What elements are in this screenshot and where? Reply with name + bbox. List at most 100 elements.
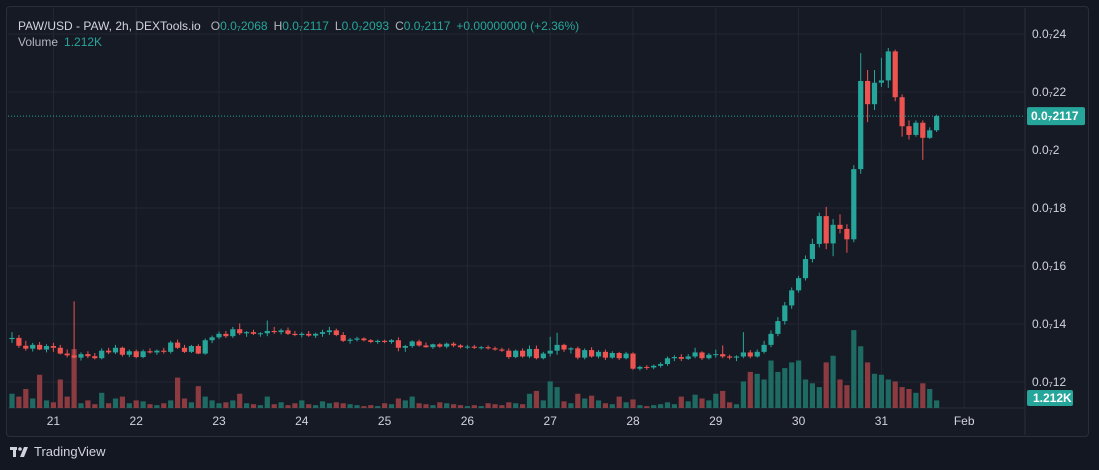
volume-bar [678,396,684,408]
candle-body [830,224,836,244]
volume-bar [319,401,326,408]
candle-body [181,347,188,352]
volume-bar [533,390,539,408]
volume-bar [154,405,160,408]
candle-body [112,347,119,353]
volume-bar [375,406,381,408]
candle-body [23,345,29,349]
candle-body [306,333,312,336]
candle-body [140,351,146,358]
candle-body [244,332,250,334]
volume-bar [216,403,222,408]
candle-body [278,330,284,333]
candle-body [9,337,15,340]
volume-bar [616,396,622,408]
volume-bar [706,400,712,408]
candle-body [195,346,201,354]
candle-body [644,366,650,368]
volume-bar [658,404,664,408]
volume-bar [568,403,574,408]
volume-bar [402,400,408,408]
candle-body [589,350,595,357]
candle-body [313,333,319,336]
candle-body [540,353,546,359]
volume-bar [30,398,36,408]
volume-bar [830,355,836,408]
candle-body [209,337,215,341]
volume-bar [430,405,436,408]
volume-bar [885,379,891,408]
volume-bar [119,396,125,408]
candle-body [175,342,181,348]
tradingview-brand[interactable]: TradingView [10,444,106,459]
volume-bar [844,385,850,408]
x-tick-label: 29 [709,414,723,428]
volume-bar [333,402,339,408]
volume-bar [547,381,553,408]
volume-bar [747,371,753,408]
close-key: C [395,19,404,33]
candle-body [64,353,70,356]
x-tick-label: 31 [875,414,889,428]
volume-bar [906,389,912,408]
chart-frame [6,6,1089,437]
y-tick-label: 0.0₇22 [1032,85,1066,99]
candle-body [506,350,512,358]
volume-bar [64,396,70,408]
candle-body [154,350,160,353]
volume-bar [644,406,650,408]
candle-body [713,354,719,356]
volume-bar [326,403,332,408]
candle-body [761,344,767,352]
volume-bar [692,394,698,408]
candle-body [844,228,850,240]
volume-bar [464,406,470,408]
candle-body [37,344,43,350]
candle-body [416,341,422,346]
volume-bar [740,381,746,408]
candle-body [457,345,464,348]
volume-bar [57,379,63,408]
candle-body [16,337,22,346]
volume-bar [9,393,15,408]
ohlc-legend: PAW/USD - PAW, 2h, DEXTools.io O0.0₇2068 H… [18,17,585,35]
volume-bar [299,400,305,408]
candle-body [161,350,167,352]
candle-body [816,216,822,244]
volume-bar [50,402,56,408]
x-tick-label: 22 [130,414,144,428]
volume-bar [112,398,119,408]
candle-body [126,351,132,355]
candle-body [188,346,194,352]
candle-body [802,259,809,279]
candle-body [471,346,477,348]
volume-bar [140,401,146,408]
volume-bar [388,404,395,408]
volume-bar [561,401,567,408]
high-key: H [273,19,283,33]
volume-bar [602,403,608,408]
tradingview-logo-icon [10,446,28,458]
candle-body [526,348,533,357]
candle-body [768,333,774,345]
candle-body [554,344,560,351]
candle-body [375,340,381,342]
candle-body [106,350,112,353]
candle-body [292,333,298,336]
candle-body [837,224,843,229]
volume-bar [181,398,188,408]
candle-body [382,340,388,342]
candle-body [651,365,657,368]
volume-bar [809,383,815,408]
volume-bar [499,405,505,408]
volume-bar [526,393,533,408]
candle-body [250,332,257,334]
candle-body [257,333,263,335]
volume-bar [368,405,374,408]
candle-body [913,122,919,135]
candle-body [478,347,484,349]
candle-body [865,80,871,105]
volume-bar [382,403,388,408]
volume-bar [306,404,312,408]
